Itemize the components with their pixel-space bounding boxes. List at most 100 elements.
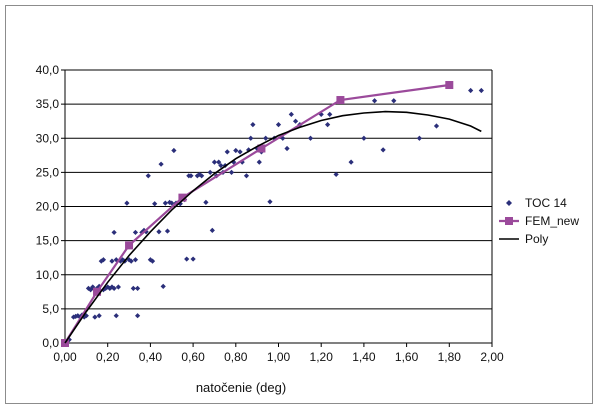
data-point: [468, 87, 474, 94]
data-point: [284, 145, 290, 152]
data-point: [248, 135, 254, 141]
data-point: [207, 169, 213, 175]
series-poly: [64, 110, 482, 344]
data-point: [158, 161, 164, 167]
data-point: [171, 147, 177, 154]
y-tick-label: 5,0: [42, 302, 59, 316]
data-point: [109, 284, 115, 290]
data-point: [228, 169, 235, 175]
legend-label: Poly: [525, 232, 548, 246]
data-point: [203, 199, 209, 206]
data-point: [160, 283, 166, 289]
legend-swatch: [506, 200, 512, 206]
y-tick-label: 0,0: [42, 336, 59, 350]
data-point: [88, 287, 94, 293]
data-point: [361, 135, 367, 141]
data-point: [288, 111, 294, 117]
data-point: [190, 256, 196, 262]
data-point: [233, 147, 239, 154]
series-fem-new: [61, 81, 454, 347]
grid-lines: [65, 69, 492, 310]
x-tick-label: 1,20: [310, 350, 334, 364]
data-point: [85, 285, 92, 291]
x-tick-label: 1,40: [352, 350, 376, 364]
y-tick-label: 30,0: [36, 131, 60, 145]
legend-item: TOC 14: [506, 196, 567, 210]
data-marker: [336, 96, 345, 105]
legend: TOC 14 FEM_new Poly: [499, 196, 579, 246]
data-point: [134, 285, 141, 291]
x-tick-label: 1,60: [395, 350, 419, 364]
data-point: [145, 173, 151, 179]
data-point: [111, 285, 117, 291]
legend-label: FEM_new: [525, 214, 579, 228]
legend-label: TOC 14: [525, 196, 567, 210]
data-point: [416, 135, 423, 141]
data-point: [107, 285, 113, 291]
y-tick-label: 40,0: [36, 63, 60, 77]
data-point: [164, 228, 171, 234]
y-tick-label: 15,0: [36, 234, 60, 248]
data-point: [156, 229, 162, 235]
data-point: [90, 284, 96, 290]
data-point: [237, 149, 243, 155]
series-line: [64, 110, 482, 344]
data-point: [243, 173, 250, 179]
x-tick-label: 1,80: [438, 350, 462, 364]
y-tick-label: 20,0: [36, 200, 60, 214]
x-tick-labels: 0,00 0,20 0,40 0,60 0,80 1,00 1,20 1,40 1,60 1,80…: [53, 350, 504, 364]
data-point: [224, 149, 230, 155]
data-marker: [445, 81, 454, 90]
x-tick-label: 0,00: [53, 350, 77, 364]
x-tick-label: 0,20: [96, 350, 120, 364]
data-point: [96, 283, 102, 289]
data-point: [348, 159, 354, 165]
chart: 0,05,010,015,020,025,030,035,040,0 0,00 0…: [36, 63, 580, 395]
data-point: [307, 135, 314, 141]
data-point: [92, 314, 98, 320]
data-marker: [125, 241, 134, 250]
x-tick-label: 0,40: [139, 350, 163, 364]
data-point: [113, 257, 119, 263]
data-point: [130, 285, 136, 291]
data-point: [325, 122, 331, 128]
data-point: [96, 313, 102, 319]
legend-item: Poly: [499, 232, 548, 246]
data-point: [188, 173, 194, 179]
data-marker: [257, 144, 266, 153]
data-point: [132, 257, 139, 263]
series-toc-14: [62, 87, 484, 346]
series-layer: [61, 81, 484, 347]
data-point: [433, 123, 440, 129]
axes: [61, 69, 493, 347]
y-tick-labels: 0,0 5,0 10,0 15,0 20,0 25,0 30,0 35,0 40,0: [36, 63, 60, 350]
data-point: [147, 257, 153, 263]
x-tick-label: 2,00: [480, 350, 504, 364]
data-marker: [178, 193, 187, 202]
data-marker: [93, 287, 102, 296]
x-axis-label: natočenie (deg): [196, 380, 286, 395]
y-tick-label: 35,0: [36, 97, 60, 111]
data-point: [209, 227, 215, 233]
data-point: [98, 258, 104, 264]
data-point: [211, 159, 218, 165]
x-tick-label: 0,80: [224, 350, 248, 364]
data-point: [132, 229, 139, 236]
data-point: [333, 171, 339, 178]
chart-frame: 0,0 5,0 10,0 15,0 20,0 25,0 30,0 35,0 40,0 0,00 0…: [5, 5, 593, 404]
data-point: [105, 284, 111, 290]
x-tick-label: 0,60: [181, 350, 205, 364]
data-point: [263, 135, 269, 141]
data-point: [124, 200, 130, 206]
data-point: [115, 284, 121, 290]
data-point: [256, 159, 262, 165]
data-point: [267, 199, 273, 205]
data-point: [152, 201, 158, 207]
data-point: [162, 200, 168, 206]
y-tick-label: 25,0: [36, 165, 60, 179]
data-point: [391, 98, 397, 104]
x-tick-label: 1,00: [267, 350, 291, 364]
data-point: [184, 256, 190, 262]
legend-marker: [505, 217, 513, 225]
data-point: [100, 257, 107, 263]
